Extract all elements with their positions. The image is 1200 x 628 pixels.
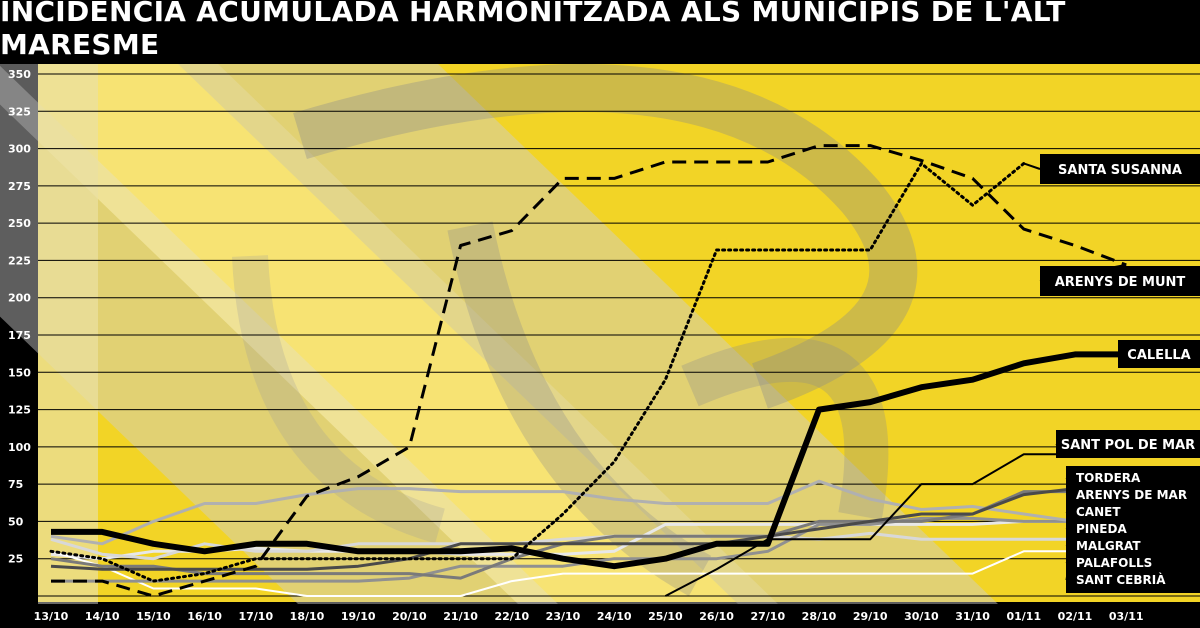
y-tick-label: 200 [8,292,31,305]
label-text-santa-susanna: SANTA SUSANNA [1058,163,1182,178]
background-band [178,64,998,604]
x-tick-label: 17/10 [238,610,273,623]
legend-pointer-pineda [1065,521,1076,530]
x-tick-label: 20/10 [392,610,427,623]
y-tick-label: 250 [8,217,31,230]
y-tick-label: 50 [8,515,24,528]
background-band [38,64,98,604]
legend-entry-sant-cebri-: SANT CEBRIÀ [1076,572,1166,587]
label-text-arenys-de-munt: ARENYS DE MUNT [1055,275,1186,290]
y-tick-label: 175 [8,329,31,342]
series-line-calella [51,351,1127,570]
x-tick-label: 24/10 [597,610,632,623]
y-axis-ticks: 25 50 75 100 125 150 175 200 225 250 275 300 325 350 [8,68,31,566]
x-tick-label: 26/10 [699,610,734,623]
x-tick-label: 21/10 [443,610,478,623]
y-tick-label: 350 [8,68,31,81]
legend-pointer-tordera [1065,477,1076,489]
label-box-calella [1118,340,1200,368]
x-tick-label: 22/10 [494,610,529,623]
series-labels: SANTA SUSANNA ARENYS DE MUNT CALELLA SANT P… [1023,154,1200,593]
series-line-sant-pol-de-mar [664,453,1075,597]
legend-entry-malgrat: MALGRAT [1076,539,1141,553]
y-tick-label: 325 [8,105,31,118]
legend-entry-canet: CANET [1076,505,1121,519]
series-line-arenys-de-munt [51,144,1127,598]
x-tick-label: 31/10 [955,610,990,623]
legend-entry-arenys-de-mar: ARENYS DE MAR [1076,488,1187,502]
series-line-canet [50,479,1076,546]
x-tick-label: 25/10 [648,610,683,623]
label-text-sant-pol-de-mar: SANT POL DE MAR [1061,438,1195,453]
x-tick-label: 13/10 [34,610,69,623]
series-line-santa-susanna [49,162,1026,583]
y-tick-label: 225 [8,254,31,267]
x-tick-label: 30/10 [904,610,939,623]
series-line-palafolls [50,550,1075,597]
legend-entry-tordera: TORDERA [1076,471,1141,485]
label-pointer-santa-susanna [1023,162,1041,170]
y-tick-label: 75 [8,478,23,491]
series-lines [49,144,1127,598]
y-tick-label: 300 [8,143,31,156]
label-box-santa-susanna [1040,154,1200,184]
x-tick-label: 27/10 [750,610,785,623]
watermark-arc [293,64,918,409]
watermark-arc [681,337,889,520]
legend-pointer-palafolls [1065,550,1076,564]
x-tick-label: 02/11 [1058,610,1093,623]
x-tick-label: 14/10 [85,610,120,623]
y-tick-label: 100 [8,441,31,454]
y-tick-label: 25 [8,553,23,566]
legend-pointer-sant-cebri- [1065,521,1076,581]
legend-group-box [1066,466,1200,593]
label-box-arenys-de-munt [1040,266,1200,296]
legend-entry-palafolls: PALAFOLLS [1076,556,1152,570]
label-text-calella: CALELLA [1127,348,1190,363]
x-tick-label: 23/10 [546,610,581,623]
x-tick-label: 29/10 [853,610,888,623]
y-tick-label: 275 [8,180,31,193]
x-tick-label: 18/10 [290,610,325,623]
label-box-sant-pol-de-mar [1056,430,1200,458]
background-band [0,64,778,604]
watermark-arc [232,255,445,544]
x-tick-label: 16/10 [187,610,222,623]
watermark-arc [447,221,712,597]
x-tick-label: 01/11 [1006,610,1041,623]
x-axis-ticks: 13/10 14/10 15/10 16/10 17/10 18/10 19/10 20/10… [34,610,1144,623]
chart-background [0,56,1200,628]
legend-entry-pineda: PINEDA [1076,522,1127,536]
x-tick-label: 15/10 [136,610,171,623]
legend-pointer-canet [1065,511,1076,522]
legend-pointer-malgrat [1065,538,1076,547]
y-tick-label: 125 [8,404,31,417]
x-tick-label: 19/10 [341,610,376,623]
x-tick-label: 28/10 [802,610,837,623]
x-tick-label: 03/11 [1109,610,1144,623]
legend-pointer-arenys-de-mar [1065,491,1076,496]
y-tick-label: 150 [8,366,31,379]
chart-title: INCIDÈNCIA ACUMULADA HARMONITZADA ALS MU… [0,0,1200,61]
line-chart: 255075100125150175200225250275300325350 … [0,56,1200,628]
